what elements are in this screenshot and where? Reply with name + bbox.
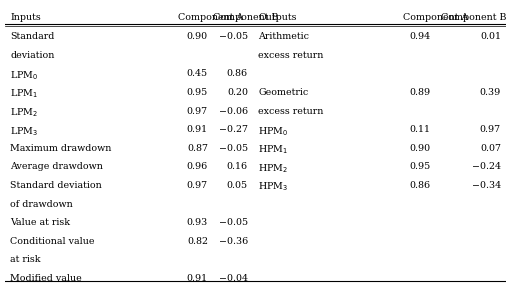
Text: LPM$_1$: LPM$_1$	[10, 88, 38, 100]
Text: 0.20: 0.20	[227, 88, 248, 97]
Text: 0.16: 0.16	[227, 162, 248, 171]
Text: 0.45: 0.45	[187, 69, 208, 78]
Text: Outputs: Outputs	[258, 13, 296, 22]
Text: Geometric: Geometric	[258, 88, 308, 97]
Text: 0.95: 0.95	[409, 162, 431, 171]
Text: −0.27: −0.27	[219, 125, 248, 134]
Text: excess return: excess return	[258, 107, 323, 116]
Text: −0.05: −0.05	[219, 144, 248, 153]
Text: at risk: at risk	[10, 255, 40, 264]
Text: 0.97: 0.97	[480, 125, 501, 134]
Text: −0.04: −0.04	[219, 274, 248, 283]
Text: −0.05: −0.05	[219, 32, 248, 41]
Text: Arithmetic: Arithmetic	[258, 32, 309, 41]
Text: 0.89: 0.89	[410, 88, 431, 97]
Text: 0.05: 0.05	[227, 181, 248, 190]
Text: HPM$_3$: HPM$_3$	[258, 181, 288, 193]
Text: LPM$_3$: LPM$_3$	[10, 125, 38, 138]
Text: −0.05: −0.05	[219, 218, 248, 227]
Text: 0.82: 0.82	[187, 237, 208, 246]
Text: excess return: excess return	[258, 51, 323, 60]
Text: Value at risk: Value at risk	[10, 218, 70, 227]
Text: −0.34: −0.34	[472, 181, 501, 190]
Text: Standard deviation: Standard deviation	[10, 181, 102, 190]
Text: Average drawdown: Average drawdown	[10, 162, 103, 171]
Text: 0.95: 0.95	[187, 88, 208, 97]
Text: −0.36: −0.36	[219, 237, 248, 246]
Text: 0.97: 0.97	[187, 107, 208, 116]
Text: 0.96: 0.96	[187, 162, 208, 171]
Text: LPM$_2$: LPM$_2$	[10, 107, 38, 119]
Text: 0.94: 0.94	[410, 32, 431, 41]
Text: 0.11: 0.11	[410, 125, 431, 134]
Text: Conditional value: Conditional value	[10, 237, 95, 246]
Text: −0.24: −0.24	[472, 162, 501, 171]
Text: Component A: Component A	[178, 13, 243, 22]
Text: Maximum drawdown: Maximum drawdown	[10, 144, 111, 153]
Text: Component A: Component A	[403, 13, 469, 22]
Text: 0.90: 0.90	[187, 32, 208, 41]
Text: Inputs: Inputs	[10, 13, 41, 22]
Text: 0.91: 0.91	[187, 274, 208, 283]
Text: HPM$_1$: HPM$_1$	[258, 144, 288, 156]
Text: 0.07: 0.07	[480, 144, 501, 153]
Text: Standard: Standard	[10, 32, 55, 41]
Text: Component B: Component B	[441, 13, 506, 22]
Text: −0.06: −0.06	[219, 107, 248, 116]
Text: HPM$_0$: HPM$_0$	[258, 125, 288, 138]
Text: LPM$_0$: LPM$_0$	[10, 69, 38, 82]
Text: Component B: Component B	[213, 13, 278, 22]
Text: 0.97: 0.97	[187, 181, 208, 190]
Text: of drawdown: of drawdown	[10, 199, 73, 208]
Text: HPM$_2$: HPM$_2$	[258, 162, 288, 175]
Text: Modified value: Modified value	[10, 274, 82, 283]
Text: 0.86: 0.86	[227, 69, 248, 78]
Text: 0.01: 0.01	[480, 32, 501, 41]
Text: 0.86: 0.86	[410, 181, 431, 190]
Text: 0.87: 0.87	[187, 144, 208, 153]
Text: 0.93: 0.93	[187, 218, 208, 227]
Text: deviation: deviation	[10, 51, 55, 60]
Text: 0.91: 0.91	[187, 125, 208, 134]
Text: 0.90: 0.90	[410, 144, 431, 153]
Text: 0.39: 0.39	[480, 88, 501, 97]
